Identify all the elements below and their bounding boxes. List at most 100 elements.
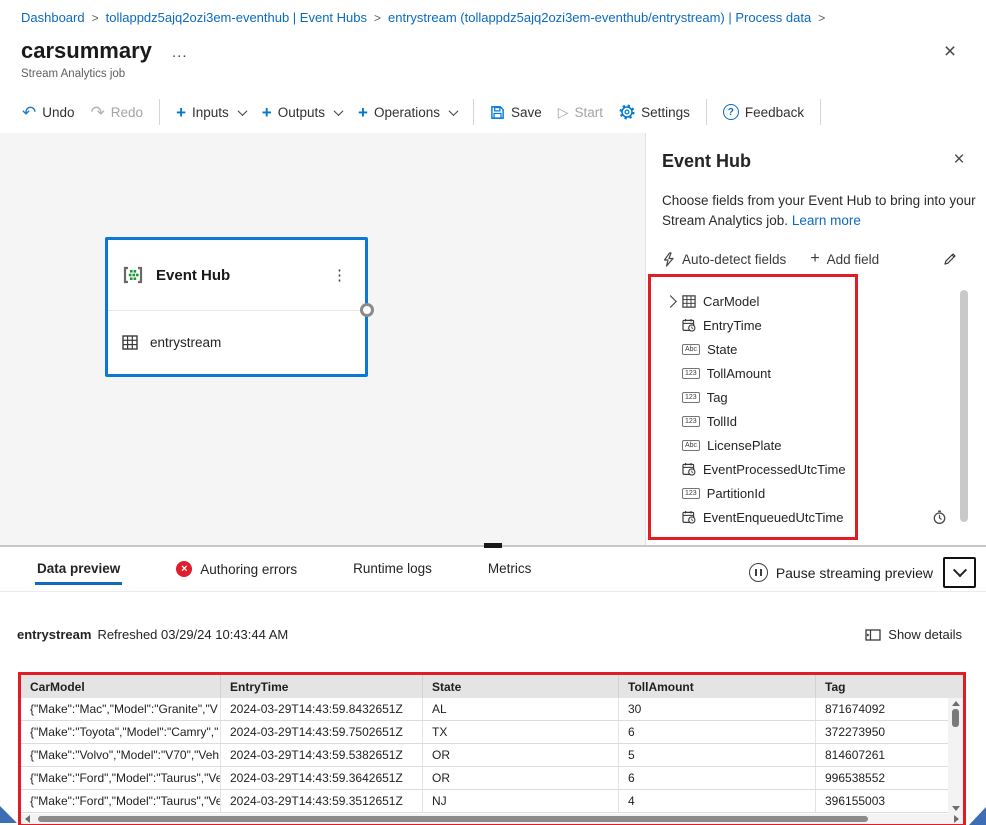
column-header: Tag	[825, 679, 846, 694]
tab-label: Data preview	[37, 561, 121, 576]
field-name: CarModel	[703, 293, 760, 309]
panel-resize-handle[interactable]	[484, 543, 502, 548]
add-field-button[interactable]: + Add field	[810, 250, 879, 268]
annotation-box-data-table: CarModel EntryTime State TollAmount Tag {"Ma…	[18, 672, 966, 825]
panel-scrollbar[interactable]	[960, 290, 968, 522]
table-cell: {"Make":"Ford","Model":"Taurus","Ve	[21, 767, 221, 789]
field-name: TollAmount	[706, 365, 771, 381]
string-type-icon: Abc	[682, 343, 701, 355]
field-name: EventProcessedUtcTime	[703, 461, 846, 477]
table-header-row: CarModel EntryTime State TollAmount Tag	[21, 675, 963, 698]
pause-streaming-button[interactable]: Pause streaming preview	[748, 563, 933, 582]
tab-authoring-errors[interactable]: × Authoring errors	[174, 555, 299, 586]
column-header: CarModel	[21, 675, 221, 698]
tab-runtime-logs[interactable]: Runtime logs	[351, 555, 434, 585]
table-row: {"Make":"Mac","Model":"Granite","V 2024-0…	[21, 698, 948, 721]
number-type-icon: 123	[682, 367, 700, 379]
panel-close-button[interactable]: ×	[953, 149, 965, 170]
table-horizontal-scrollbar[interactable]	[21, 814, 963, 824]
field-item[interactable]: 123 PartitionId	[651, 481, 855, 505]
breadcrumb-link[interactable]: entrystream (tollappdz5ajq2ozi3em-eventh…	[388, 10, 812, 25]
start-button[interactable]: ▷ Start	[550, 96, 611, 128]
error-icon: ×	[176, 561, 193, 577]
field-item[interactable]: 123 TollAmount	[651, 361, 855, 385]
more-options-button[interactable]: ...	[172, 44, 188, 61]
table-row: {"Make":"Ford","Model":"Taurus","Ve 2024-…	[21, 790, 948, 813]
table-cell: TX	[423, 721, 619, 743]
tab-data-preview[interactable]: Data preview	[35, 555, 123, 585]
field-name: LicensePlate	[707, 437, 782, 453]
field-item[interactable]: 123 TollId	[651, 409, 855, 433]
add-outputs-button[interactable]: + Outputs	[254, 96, 350, 128]
feedback-button[interactable]: ? Feedback	[715, 96, 812, 128]
field-item[interactable]: EventEnqueuedUtcTime	[651, 505, 855, 529]
add-operations-button[interactable]: + Operations	[350, 96, 465, 128]
page-close-button[interactable]: ×	[943, 40, 957, 63]
number-type-icon: 123	[682, 391, 700, 403]
edit-pencil-icon[interactable]	[942, 251, 958, 267]
breadcrumb-link[interactable]: tollappdz5ajq2ozi3em-eventhub | Event Hu…	[105, 10, 368, 25]
undo-button[interactable]: ↶ Undo	[14, 96, 83, 128]
column-header: State	[423, 675, 619, 698]
field-item[interactable]: Abc LicensePlate	[651, 433, 855, 457]
breadcrumb-link[interactable]: Dashboard	[21, 10, 85, 25]
tab-label: Authoring errors	[200, 561, 298, 577]
undo-label: Undo	[42, 104, 75, 120]
inputs-label: Inputs	[192, 104, 229, 120]
table-row: {"Make":"Toyota","Model":"Camry"," 2024-0…	[21, 721, 948, 744]
save-button[interactable]: Save	[482, 96, 550, 128]
event-hub-icon	[122, 266, 144, 284]
auto-detect-fields-button[interactable]: Auto-detect fields	[662, 252, 786, 267]
node-output-connector[interactable]	[360, 303, 374, 317]
horizontal-scroll-thumb[interactable]	[38, 816, 868, 822]
table-vertical-scrollbar[interactable]	[948, 698, 963, 814]
toolbar-divider	[705, 99, 707, 125]
field-item[interactable]: CarModel	[651, 289, 855, 313]
page-subtitle: Stream Analytics job	[21, 68, 126, 80]
kebab-menu-icon[interactable]: ⋮	[332, 267, 347, 284]
redo-label: Redo	[110, 104, 144, 120]
auto-detect-label: Auto-detect fields	[682, 251, 787, 267]
table-cell: 30	[619, 698, 816, 720]
add-field-label: Add field	[826, 251, 880, 267]
toolbar-divider	[820, 99, 822, 125]
chevron-down-icon	[333, 105, 344, 116]
tab-label: Metrics	[487, 561, 532, 576]
field-item[interactable]: EventProcessedUtcTime	[651, 457, 855, 481]
gear-icon	[619, 104, 635, 120]
node-divider	[108, 310, 365, 311]
panel-description: Choose fields from your Event Hub to bri…	[662, 191, 984, 230]
datetime-icon	[682, 318, 696, 332]
tab-metrics[interactable]: Metrics	[486, 555, 534, 585]
toolbar-divider	[472, 99, 474, 125]
field-item[interactable]: Abc State	[651, 337, 855, 361]
scroll-left-arrow-icon[interactable]	[25, 815, 30, 823]
field-item[interactable]: 123 Tag	[651, 385, 855, 409]
settings-label: Settings	[641, 104, 690, 120]
refreshed-timestamp: Refreshed 03/29/24 10:43:44 AM	[97, 627, 289, 642]
chevron-down-icon	[237, 105, 248, 116]
vertical-scroll-thumb[interactable]	[952, 709, 959, 727]
table-cell: 871674092	[825, 702, 886, 716]
field-name: State	[707, 341, 738, 357]
plus-icon: +	[261, 102, 272, 122]
event-hub-node[interactable]: Event Hub ⋮ entrystream	[105, 237, 368, 377]
scroll-down-arrow-icon[interactable]	[951, 806, 960, 811]
learn-more-link[interactable]: Learn more	[791, 212, 861, 228]
toolbar: ↶ Undo ↷ Redo + Inputs + Outputs + Opera…	[0, 92, 986, 132]
save-icon	[490, 105, 505, 120]
table-row: {"Make":"Volvo","Model":"V70","Veh 2024-0…	[21, 744, 948, 767]
collapse-panel-button[interactable]	[943, 557, 976, 588]
panel-description-text: Choose fields from your Event Hub to bri…	[662, 193, 976, 228]
scroll-right-arrow-icon[interactable]	[954, 815, 959, 823]
scroll-up-arrow-icon[interactable]	[951, 701, 960, 706]
add-inputs-button[interactable]: + Inputs	[168, 96, 254, 128]
column-header: EntryTime	[221, 675, 423, 698]
details-panel-icon	[865, 628, 881, 641]
settings-button[interactable]: Settings	[611, 96, 698, 128]
field-item[interactable]: EntryTime	[651, 313, 855, 337]
redo-button[interactable]: ↷ Redo	[83, 96, 152, 128]
chevron-right-icon[interactable]	[664, 294, 677, 308]
save-label: Save	[510, 104, 542, 120]
show-details-button[interactable]: Show details	[865, 627, 962, 642]
